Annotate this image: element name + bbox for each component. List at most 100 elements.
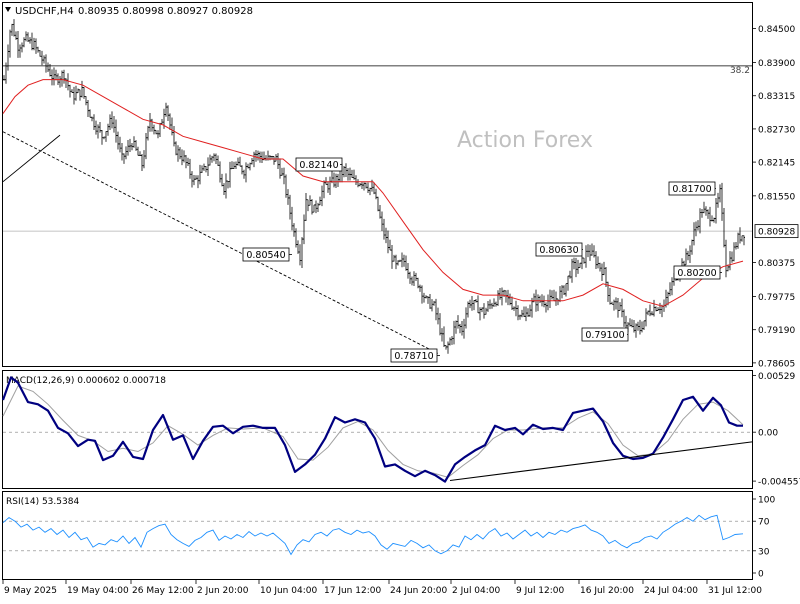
- price-bar: [113, 115, 115, 133]
- price-bar: [137, 146, 139, 156]
- price-bar: [145, 133, 147, 160]
- price-bar: [741, 235, 743, 242]
- price-bar: [373, 182, 375, 195]
- price-bar: [379, 204, 381, 219]
- price-bar: [281, 167, 283, 176]
- price-bar: [285, 174, 287, 198]
- price-bar: [199, 164, 201, 185]
- annotation-label: 0.81700: [672, 184, 711, 195]
- price-bar: [51, 69, 53, 86]
- price-bar: [643, 320, 645, 330]
- price-layer: 0.82140 0.80540 0.78710 0.80630 0.79100 0.817…: [2, 19, 752, 363]
- price-bar: [687, 250, 689, 261]
- price-bar: [275, 154, 277, 162]
- price-bar: [529, 304, 531, 317]
- price-bar: [447, 341, 449, 354]
- price-bar: [245, 162, 247, 183]
- macd-signal-line: [2, 385, 744, 478]
- price-bar: [179, 147, 181, 160]
- price-bar: [449, 337, 451, 346]
- price-bar: [615, 297, 617, 310]
- price-bar: [259, 151, 261, 163]
- macd-trendline: [449, 441, 753, 481]
- price-bar: [491, 302, 493, 309]
- price-bar: [519, 314, 521, 320]
- dotted-trendline: [2, 131, 439, 354]
- price-bar: [597, 256, 599, 269]
- price-bar: [541, 294, 543, 307]
- price-bar: [301, 237, 303, 268]
- price-bar: [25, 31, 27, 42]
- annotation-label: 0.78710: [394, 351, 433, 362]
- moving-average-line: [2, 79, 744, 307]
- price-bar: [717, 192, 719, 208]
- price-bar: [691, 239, 693, 255]
- price-bar: [289, 194, 291, 220]
- price-bar: [141, 153, 143, 172]
- price-annotation: 0.81700: [668, 181, 716, 196]
- price-bar: [167, 105, 169, 121]
- price-bar: [131, 143, 133, 151]
- price-bar: [193, 174, 195, 186]
- price-axis-label: 0.83315: [758, 92, 795, 102]
- price-bar: [309, 195, 311, 206]
- price-bar: [641, 321, 643, 333]
- price-bar: [311, 199, 313, 215]
- price-bar: [709, 206, 711, 227]
- price-bar: [713, 217, 715, 223]
- price-bar: [67, 73, 69, 91]
- price-bar: [507, 289, 509, 306]
- price-bar: [383, 218, 385, 240]
- price-bar: [395, 254, 397, 270]
- price-bar: [553, 289, 555, 302]
- time-axis-label: 9 May 2025: [4, 586, 57, 596]
- price-bar: [619, 302, 621, 311]
- macd-axis-label: 0.00529: [758, 372, 795, 382]
- price-bar: [233, 161, 235, 169]
- price-bar: [115, 119, 117, 143]
- price-bar: [703, 201, 705, 214]
- price-bar: [23, 37, 25, 48]
- price-annotation: 0.80540: [242, 247, 292, 262]
- price-bar: [357, 179, 359, 188]
- price-bar: [111, 111, 113, 129]
- price-bar: [731, 251, 733, 263]
- price-bar: [359, 182, 361, 187]
- price-bar: [97, 124, 99, 139]
- price-bar: [77, 88, 79, 94]
- price-bar: [121, 143, 123, 161]
- price-bar: [295, 228, 297, 248]
- price-bar: [325, 177, 327, 185]
- price-axis-label: 0.82730: [758, 125, 795, 135]
- price-bar: [685, 248, 687, 266]
- price-bar: [135, 140, 137, 151]
- price-bar: [333, 172, 335, 188]
- rsi-layer: [2, 514, 752, 556]
- time-axis-label: 10 Jun 04:00: [260, 586, 317, 596]
- price-axis-label: 0.79775: [758, 293, 795, 303]
- price-bar: [249, 162, 251, 171]
- price-axis-label: 0.80375: [758, 259, 795, 269]
- price-bar: [279, 158, 281, 179]
- time-axis-label: 2 Jul 04:00: [452, 586, 501, 596]
- price-bar: [273, 155, 275, 165]
- price-bar: [655, 306, 657, 312]
- price-bar: [501, 287, 503, 306]
- price-bar: [397, 260, 399, 266]
- price-bar: [479, 307, 481, 321]
- price-bar: [347, 168, 349, 181]
- price-axis-label: 0.79190: [758, 326, 795, 336]
- price-bar: [435, 298, 437, 321]
- price-bar: [239, 156, 241, 167]
- price-bar: [183, 150, 185, 163]
- price-bar: [335, 173, 337, 189]
- price-bar: [133, 136, 135, 148]
- price-bar: [515, 300, 517, 317]
- price-bar: [567, 275, 569, 291]
- dropdown-triangle-icon[interactable]: [5, 7, 11, 12]
- price-bar: [125, 146, 127, 160]
- price-bar: [171, 117, 173, 136]
- price-bar: [457, 315, 459, 329]
- price-bar: [493, 298, 495, 307]
